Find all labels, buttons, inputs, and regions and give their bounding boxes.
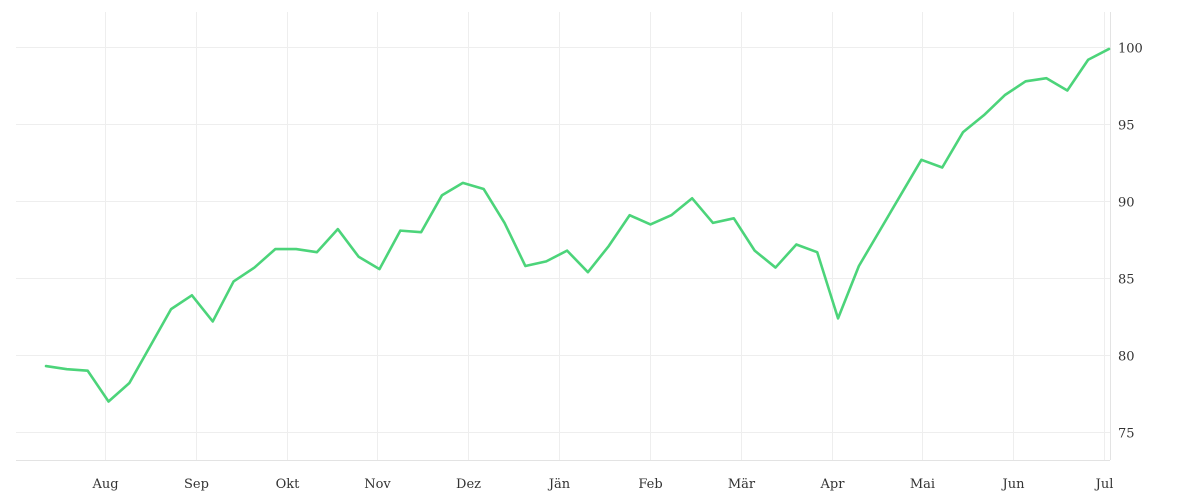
y-tick-label-90: 90 bbox=[1118, 195, 1135, 210]
y-tick-label-75: 75 bbox=[1118, 426, 1135, 441]
x-tick-label-11: Jul bbox=[1094, 477, 1114, 492]
tick-labels: 75 80 85 90 95 100 Aug Sep Okt Nov Dez Jän Feb Mär Apr… bbox=[91, 41, 1142, 492]
y-tick-label-100: 100 bbox=[1118, 41, 1143, 56]
x-tick-label-10: Jun bbox=[1001, 477, 1026, 492]
x-tick-label-9: Mai bbox=[910, 477, 935, 492]
x-tick-label-0: Aug bbox=[91, 477, 118, 492]
series-layer bbox=[44, 47, 1111, 403]
x-tick-label-4: Dez bbox=[456, 477, 481, 492]
y-tick-label-95: 95 bbox=[1118, 118, 1135, 133]
x-tick-label-5: Jän bbox=[547, 477, 571, 492]
y-tick-label-85: 85 bbox=[1118, 272, 1135, 287]
x-tick-label-2: Okt bbox=[276, 477, 301, 492]
x-tick-label-1: Sep bbox=[184, 477, 209, 492]
grid bbox=[16, 12, 1110, 460]
x-tick-label-7: Mär bbox=[728, 477, 756, 492]
series-line-0 bbox=[44, 47, 1111, 403]
x-tick-label-3: Nov bbox=[364, 477, 391, 492]
x-tick-label-6: Feb bbox=[638, 477, 662, 492]
y-tick-label-80: 80 bbox=[1118, 349, 1135, 364]
x-tick-label-8: Apr bbox=[820, 477, 846, 492]
axes bbox=[16, 12, 1111, 461]
